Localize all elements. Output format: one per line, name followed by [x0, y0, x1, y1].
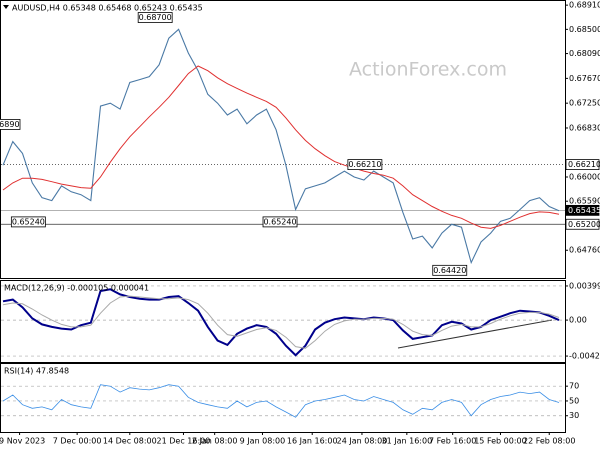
menu-icon: [3, 5, 9, 9]
annotation-box: [137, 12, 173, 23]
series-line: [2, 288, 560, 357]
y-tick-label: 0.68910: [569, 1, 600, 10]
y-tick-label: 0.67250: [569, 99, 600, 108]
annotation-box: [262, 216, 298, 228]
panel-border: [0, 363, 566, 433]
panel-border: [0, 0, 566, 279]
annotation-box: [347, 159, 383, 171]
x-tick-label: 16 Jan 16:00: [287, 437, 338, 446]
y-tick-label: 30: [569, 411, 579, 420]
y-tick-label: 0.66000: [569, 173, 600, 182]
x-tick-label: 24 Jan 08:00: [337, 437, 388, 446]
annotation-label: 0.65240: [263, 217, 296, 226]
x-tick-label: 14 Dec 08:00: [103, 437, 157, 446]
watermark: ActionForex.com: [349, 59, 507, 81]
panel-title: AUDUSD,H4 0.65348 0.65468 0.65243 0.6543…: [12, 4, 203, 13]
x-tick-label: 2 Jan 08:00: [192, 437, 238, 446]
y-tick-label: 0.64760: [569, 246, 600, 255]
x-tick-label: 7 Feb 16:00: [429, 437, 476, 446]
series-line: [2, 384, 560, 418]
level-label: 0.65435: [568, 206, 600, 215]
level-box: [565, 204, 600, 216]
y-tick-label: 0.68500: [569, 25, 600, 34]
level-label: 0.66210: [568, 160, 600, 169]
macd-trendline: [397, 319, 553, 349]
x-tick-label: 15 Feb 00:00: [474, 437, 526, 446]
x-tick-label: 21 Dec 16:00: [157, 437, 211, 446]
x-tick-label: 31 Jan 16:00: [382, 437, 433, 446]
x-tick-label: 29 Nov 2023: [0, 437, 45, 446]
annotation-label: 0.66210: [348, 160, 381, 169]
y-tick-label: 0.68090: [569, 49, 600, 58]
y-tick-label: 0.66830: [569, 123, 600, 132]
x-tick-label: 7 Dec 00:00: [53, 437, 102, 446]
y-tick-label: -0.004206: [569, 352, 600, 361]
y-tick-label: 0.00399: [569, 281, 600, 290]
annotation-label: 0.65240: [12, 217, 45, 226]
panel-border: [0, 280, 566, 363]
x-tick-label: 9 Jan 08:00: [240, 437, 286, 446]
panel-title: RSI(14) 47.8548: [4, 367, 69, 376]
y-tick-label: 0.65590: [569, 197, 600, 206]
annotation-box: [0, 119, 21, 130]
annotation-label: 0.68700: [139, 13, 172, 22]
y-tick-label: 0.00: [569, 316, 587, 325]
y-tick-label: 70: [569, 382, 579, 391]
annotation-label: 0.66890: [0, 120, 20, 129]
y-tick-label: 50: [569, 396, 579, 405]
series-line: [2, 295, 560, 349]
series-line: [2, 65, 560, 229]
level-label: 0.65200: [568, 220, 600, 229]
annotation-label: 0.64420: [433, 266, 466, 275]
level-box: [565, 159, 600, 171]
x-tick-label: 22 Feb 08:00: [523, 437, 575, 446]
annotation-box: [10, 216, 46, 228]
annotation-box: [432, 264, 468, 276]
series-line: [2, 28, 560, 265]
y-tick-label: 0.67670: [569, 74, 600, 83]
panel-title: MACD(12,26,9) -0.000105 0.000041: [4, 284, 149, 293]
level-box: [565, 218, 600, 230]
